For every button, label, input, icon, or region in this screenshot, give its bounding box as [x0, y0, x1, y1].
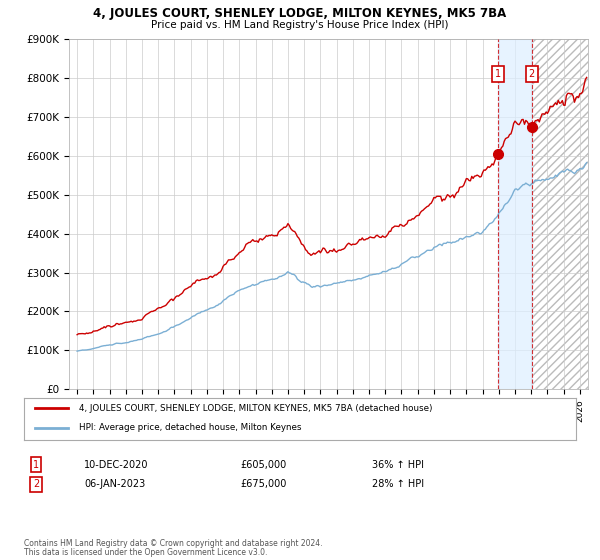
Text: 36% ↑ HPI: 36% ↑ HPI: [372, 460, 424, 470]
Text: 2: 2: [33, 479, 39, 489]
Bar: [498, 39, 532, 389]
Text: 28% ↑ HPI: 28% ↑ HPI: [372, 479, 424, 489]
Text: 4, JOULES COURT, SHENLEY LODGE, MILTON KEYNES, MK5 7BA (detached house): 4, JOULES COURT, SHENLEY LODGE, MILTON K…: [79, 404, 433, 413]
Text: 1: 1: [495, 69, 501, 79]
Text: £605,000: £605,000: [240, 460, 286, 470]
Text: 1: 1: [33, 460, 39, 470]
Text: This data is licensed under the Open Government Licence v3.0.: This data is licensed under the Open Gov…: [24, 548, 268, 557]
Text: Price paid vs. HM Land Registry's House Price Index (HPI): Price paid vs. HM Land Registry's House …: [151, 20, 449, 30]
Text: 10-DEC-2020: 10-DEC-2020: [84, 460, 149, 470]
Text: 06-JAN-2023: 06-JAN-2023: [84, 479, 145, 489]
Text: 4, JOULES COURT, SHENLEY LODGE, MILTON KEYNES, MK5 7BA: 4, JOULES COURT, SHENLEY LODGE, MILTON K…: [94, 7, 506, 20]
Text: HPI: Average price, detached house, Milton Keynes: HPI: Average price, detached house, Milt…: [79, 423, 302, 432]
Text: 2: 2: [529, 69, 535, 79]
Text: £675,000: £675,000: [240, 479, 286, 489]
Text: Contains HM Land Registry data © Crown copyright and database right 2024.: Contains HM Land Registry data © Crown c…: [24, 539, 323, 548]
